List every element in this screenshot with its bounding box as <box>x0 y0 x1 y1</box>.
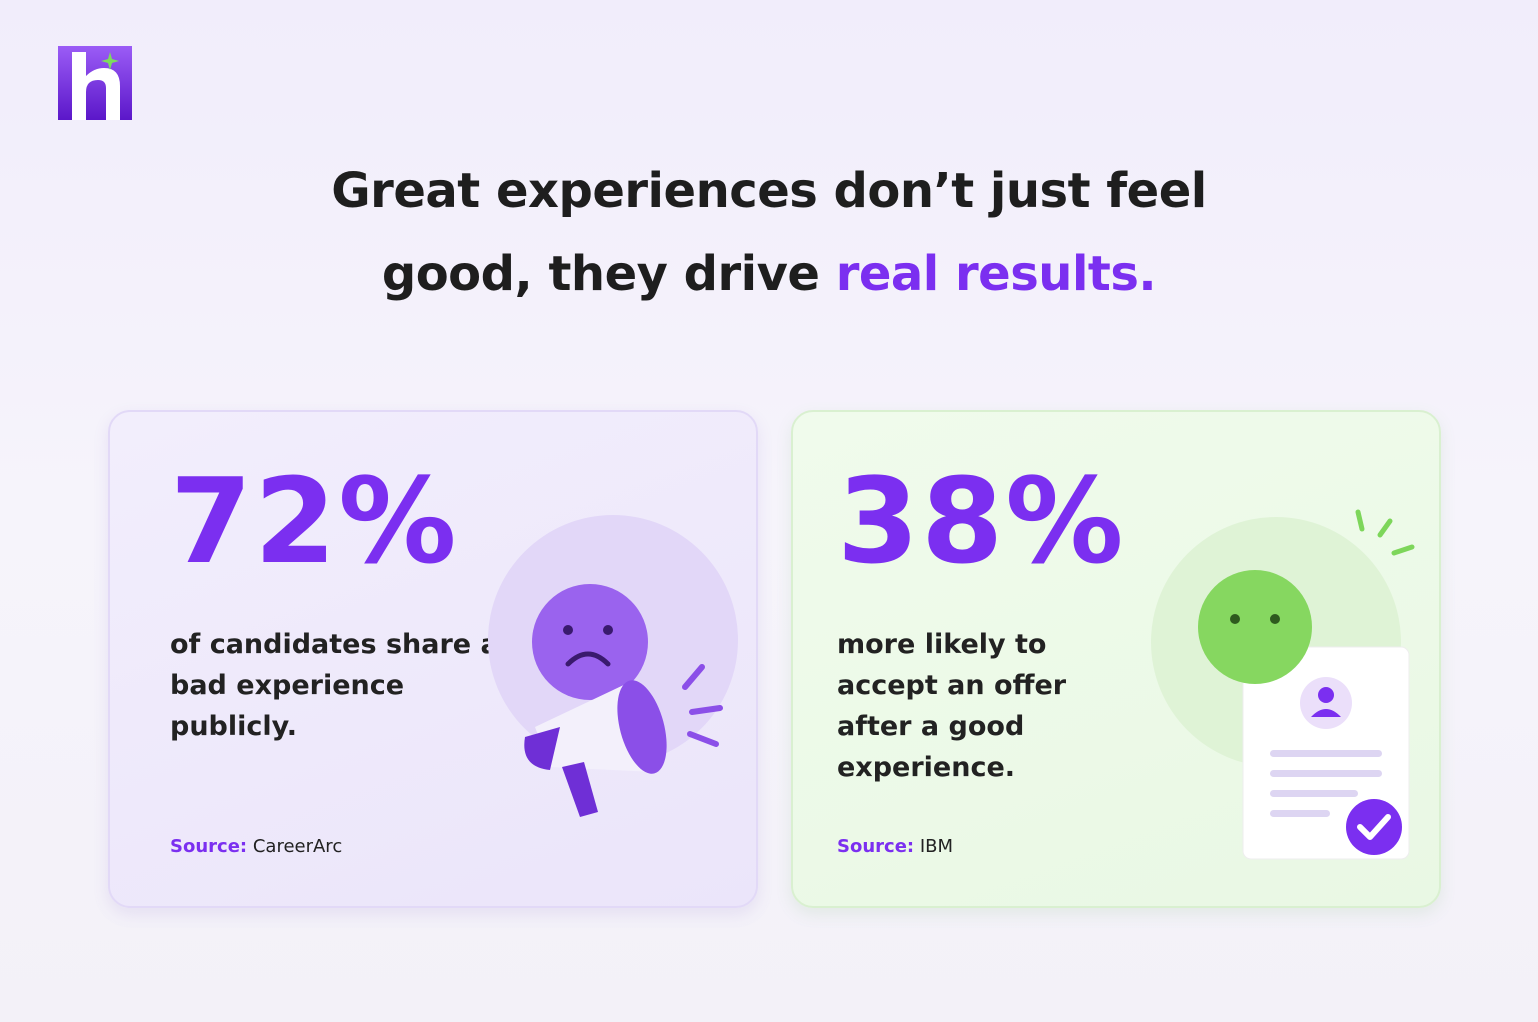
source-name: IBM <box>919 836 954 857</box>
stat-card: 38% more likely to accept an offer after… <box>791 410 1441 908</box>
source-name: CareerArc <box>252 836 343 857</box>
description: of candidates share a bad experience pub… <box>170 624 499 747</box>
headline: Great experiences don’t just feel good, … <box>0 150 1538 316</box>
source: Source: CareerArc <box>170 836 342 857</box>
description: more likely to accept an offer after a g… <box>837 624 1066 788</box>
stat: 72% <box>170 452 459 590</box>
source: Source: IBM <box>837 836 953 857</box>
offer-illustration <box>1151 509 1415 860</box>
description-line: experience. <box>837 752 1016 783</box>
stat: 38% <box>837 452 1126 590</box>
logo <box>58 46 132 120</box>
headline-line: Great experiences don’t just feel <box>331 163 1207 219</box>
description-line: after a good <box>837 711 1025 742</box>
headline-highlight: real results. <box>835 246 1157 302</box>
headline-line: good, they drive real results. <box>0 233 1538 316</box>
description-line: publicly. <box>170 711 298 742</box>
description-line: more likely to <box>837 629 1047 660</box>
stat-card: 72% of candidates share a bad experience… <box>108 410 758 908</box>
headline-text: good, they drive <box>381 246 820 302</box>
megaphone-illustration <box>488 515 738 817</box>
description-line: bad experience <box>170 670 405 701</box>
source-label: Source: <box>837 836 915 857</box>
description-line: accept an offer <box>837 670 1067 701</box>
description-line: of candidates share a <box>170 629 499 660</box>
source-label: Source: <box>170 836 248 857</box>
